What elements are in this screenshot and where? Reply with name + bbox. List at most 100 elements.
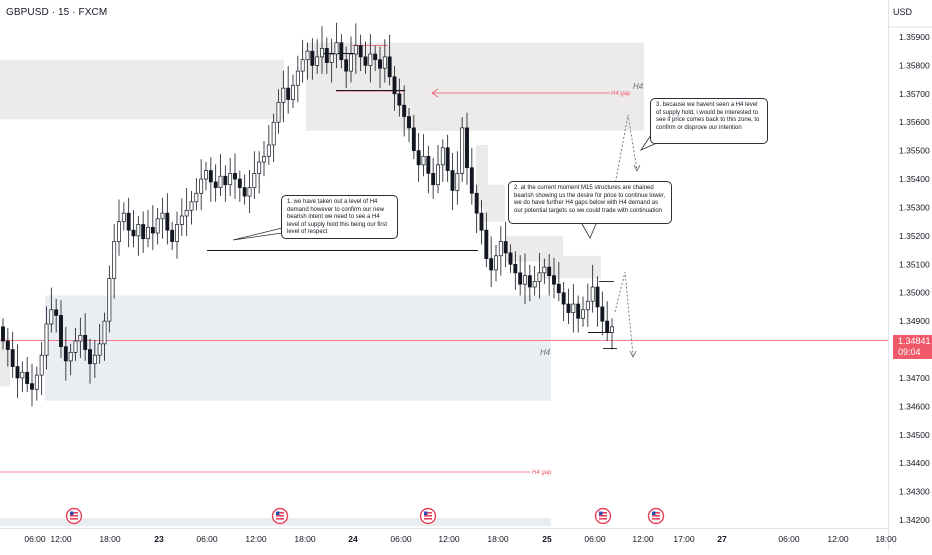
y-tick-label: 1.35100 xyxy=(899,259,930,269)
candle-down xyxy=(141,224,146,240)
candle-down xyxy=(88,349,92,365)
candle-down xyxy=(170,229,175,242)
candle-down xyxy=(392,76,397,95)
candle-up xyxy=(436,164,440,186)
candle-up xyxy=(34,374,39,390)
us-flag-icon xyxy=(70,518,78,520)
candle-down xyxy=(552,275,556,285)
candle-down xyxy=(131,229,136,237)
candle-down xyxy=(15,366,20,379)
candle-down xyxy=(426,155,431,174)
currency-label[interactable]: USD xyxy=(893,7,913,17)
candle-down xyxy=(431,173,436,186)
candle-down xyxy=(561,292,566,305)
candle-up xyxy=(421,155,426,166)
candle-up xyxy=(440,147,445,166)
candle-up xyxy=(73,340,78,353)
candle-up xyxy=(523,275,527,285)
candle-up xyxy=(218,175,223,188)
candle-up xyxy=(194,192,199,203)
candle-down xyxy=(10,349,15,367)
x-tick-label: 23 xyxy=(154,534,164,544)
candle-down xyxy=(339,42,344,61)
us-flag-icon xyxy=(599,512,607,514)
price-axis-bg xyxy=(888,0,932,550)
zone-supply xyxy=(484,184,505,222)
y-tick-label: 1.34300 xyxy=(899,487,930,497)
us-flag-icon xyxy=(424,512,432,514)
annotation-3: 3. because we havent seen a H4 level of … xyxy=(650,98,768,144)
x-tick-label: 06:00 xyxy=(196,534,218,544)
candle-down xyxy=(445,147,450,171)
candle-up xyxy=(266,144,271,157)
projection-path xyxy=(613,114,638,191)
candle-down xyxy=(358,45,363,58)
symbol-title[interactable]: GBPUSD · 15 · FXCM xyxy=(6,7,108,18)
candle-up xyxy=(107,278,112,322)
candle-down xyxy=(527,275,532,288)
candle-up xyxy=(68,352,73,362)
y-tick-label: 1.35700 xyxy=(899,89,930,99)
candle-down xyxy=(465,127,469,169)
candle-down xyxy=(1,326,5,342)
candle-up xyxy=(382,56,387,69)
candle-down xyxy=(54,309,59,316)
y-tick-label: 1.35000 xyxy=(899,288,930,298)
candle-up xyxy=(189,201,194,211)
candle-up xyxy=(102,320,107,345)
candle-up xyxy=(175,224,179,242)
candle-up xyxy=(20,371,25,379)
candle-up xyxy=(78,334,83,342)
y-tick-label: 1.35200 xyxy=(899,231,930,241)
candle-down xyxy=(595,286,600,308)
candle-up xyxy=(585,300,590,311)
x-tick-label: 18:00 xyxy=(99,534,121,544)
us-flag-icon xyxy=(70,511,74,515)
candle-down xyxy=(324,48,329,63)
candle-down xyxy=(59,315,63,348)
candle-down xyxy=(600,306,605,322)
candle-up xyxy=(247,187,252,197)
candle-up xyxy=(498,241,503,257)
projection-path xyxy=(614,271,634,356)
candle-up xyxy=(542,266,547,274)
us-flag-icon xyxy=(276,512,284,514)
us-flag-icon xyxy=(276,518,284,520)
candle-down xyxy=(479,212,484,231)
y-tick-label: 1.34600 xyxy=(899,401,930,411)
us-flag-icon xyxy=(599,515,607,517)
candle-down xyxy=(63,346,68,362)
gap-label: H4 gap xyxy=(532,470,552,476)
x-tick-label: 06:00 xyxy=(584,534,606,544)
us-flag-icon xyxy=(424,515,432,517)
candle-up xyxy=(271,121,276,146)
candle-down xyxy=(397,93,402,106)
candle-down xyxy=(576,303,581,319)
candle-up xyxy=(329,53,334,63)
us-flag-icon xyxy=(652,515,660,517)
candle-down xyxy=(237,178,242,188)
x-tick-label: 18:00 xyxy=(875,534,897,544)
candle-down xyxy=(165,212,170,231)
projection-arrowhead xyxy=(629,350,637,359)
candle-up xyxy=(160,212,165,220)
candle-down xyxy=(411,127,416,151)
candle-down xyxy=(547,266,552,277)
y-tick-label: 1.35400 xyxy=(899,174,930,184)
us-flag-icon xyxy=(652,518,660,520)
candle-up xyxy=(300,59,305,72)
candle-up xyxy=(262,155,266,163)
zone-supply xyxy=(0,59,284,120)
candle-down xyxy=(310,50,315,66)
annotation-2: 2. at the current moment M15 structures … xyxy=(508,181,672,224)
candle-up xyxy=(97,343,102,356)
candle-up xyxy=(228,173,233,186)
candle-down xyxy=(286,87,291,100)
x-tick-label: 12:00 xyxy=(632,534,654,544)
x-tick-label: 18:00 xyxy=(487,534,509,544)
y-tick-label: 1.35300 xyxy=(899,202,930,212)
x-tick-label: 12:00 xyxy=(245,534,267,544)
x-tick-label: 17:00 xyxy=(673,534,695,544)
zone-supply xyxy=(424,102,472,131)
